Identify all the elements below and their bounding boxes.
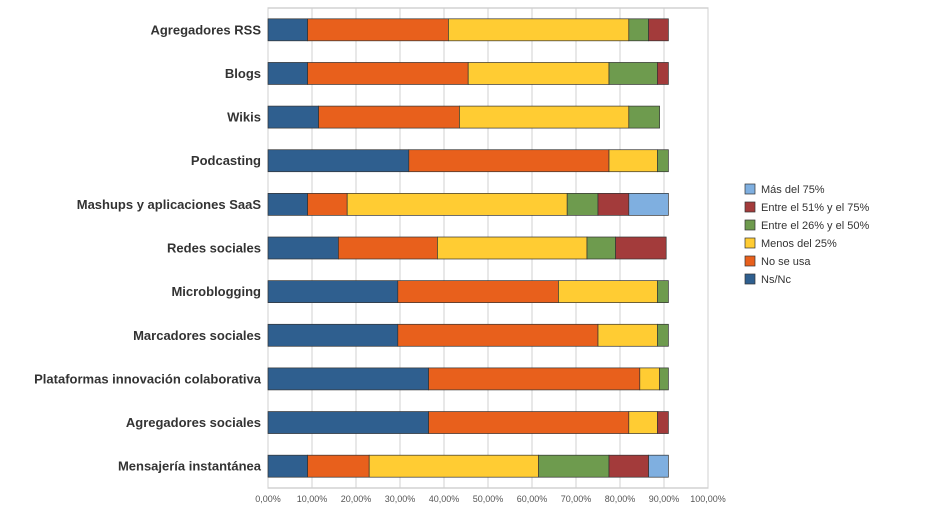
legend-label: Entre el 51% y el 75% xyxy=(761,202,869,214)
bar-segment xyxy=(608,454,649,478)
bar-segment xyxy=(566,193,599,216)
category-label: Plataformas innovación colaborativa xyxy=(34,371,262,386)
bar-segment xyxy=(267,280,399,303)
x-tick-label: 60,00% xyxy=(517,494,548,504)
legend-label: Menos del 25% xyxy=(761,238,837,250)
x-tick-label: 30,00% xyxy=(385,494,416,504)
x-tick-label: 100,00% xyxy=(690,494,726,504)
legend-label: Entre el 26% y el 50% xyxy=(761,220,869,232)
bar-segment xyxy=(267,411,429,434)
x-tick-label: 50,00% xyxy=(473,494,504,504)
bar-segment xyxy=(267,62,308,85)
bar-segment xyxy=(459,105,630,129)
bar-segment xyxy=(408,149,610,173)
x-tick-label: 80,00% xyxy=(605,494,636,504)
bar-segment xyxy=(597,193,630,216)
bar-segment xyxy=(628,411,658,434)
category-label: Wikis xyxy=(227,110,261,125)
bar-segment xyxy=(307,18,449,42)
legend-label: Más del 75% xyxy=(761,184,825,196)
bar-segment xyxy=(437,236,588,260)
bar-segment xyxy=(338,236,438,260)
bar-segment xyxy=(586,236,616,260)
category-label: Marcadores sociales xyxy=(133,328,261,343)
bar-segment xyxy=(267,454,308,478)
x-tick-label: 20,00% xyxy=(341,494,372,504)
bar-segment xyxy=(267,105,319,129)
legend-swatch xyxy=(744,273,756,285)
bar-segment xyxy=(639,367,660,391)
bar-segment xyxy=(657,62,669,85)
bar-segment xyxy=(318,105,460,129)
category-labels: Agregadores RSS Blogs Wikis Podcasting Mashu… xyxy=(34,22,262,473)
legend-label: Ns/Nc xyxy=(761,274,791,286)
bar-segment xyxy=(397,323,599,347)
bar-segment xyxy=(346,193,568,216)
bar-segment xyxy=(267,193,308,216)
bar-segment xyxy=(648,18,669,42)
legend-swatch xyxy=(744,237,756,249)
category-label: Microblogging xyxy=(171,284,261,299)
legend-label: No se usa xyxy=(761,256,811,268)
bar-segment xyxy=(368,454,539,478)
x-tick-label: 90,00% xyxy=(649,494,680,504)
bar-segment xyxy=(615,236,667,260)
bar-segment xyxy=(659,367,669,391)
category-label: Mensajería instantánea xyxy=(118,459,262,474)
bar-segment xyxy=(597,323,658,347)
bar-segment xyxy=(267,18,308,42)
bar-segment xyxy=(467,62,610,85)
category-label: Podcasting xyxy=(191,153,261,168)
bar-segment xyxy=(448,18,630,42)
legend-swatch xyxy=(744,201,756,213)
x-tick-label: 0,00% xyxy=(255,494,281,504)
category-label: Blogs xyxy=(225,66,261,81)
bar-segment xyxy=(657,280,669,303)
bar-segment xyxy=(628,105,660,129)
bar-segment xyxy=(267,149,410,173)
x-tick-label: 10,00% xyxy=(297,494,328,504)
bar-segment xyxy=(657,411,669,434)
bar-segment xyxy=(307,62,469,85)
bar-segment xyxy=(307,454,370,478)
legend-swatch xyxy=(744,219,756,231)
bars xyxy=(267,18,669,478)
category-label: Mashups y aplicaciones SaaS xyxy=(77,197,262,212)
x-tick-label: 70,00% xyxy=(561,494,592,504)
bar-segment xyxy=(628,18,649,42)
legend-swatch xyxy=(744,255,756,267)
category-label: Agregadores RSS xyxy=(150,22,261,37)
bar-segment xyxy=(657,149,669,173)
bar-segment xyxy=(657,323,669,347)
bar-segment xyxy=(428,411,630,434)
bar-segment xyxy=(267,367,429,391)
x-tick-label: 40,00% xyxy=(429,494,460,504)
bar-segment xyxy=(428,367,641,391)
bar-segment xyxy=(608,149,658,173)
bar-segment xyxy=(608,62,658,85)
bar-segment xyxy=(538,454,610,478)
bar-segment xyxy=(267,236,339,260)
legend: Más del 75% Entre el 51% y el 75% Entre el… xyxy=(744,183,869,286)
bar-segment xyxy=(267,323,399,347)
x-tick-labels: 0,00% 10,00% 20,00% 30,00% 40,00% 50,00% 60,00… xyxy=(255,494,726,504)
bar-segment xyxy=(307,193,348,216)
bar-segment xyxy=(558,280,658,303)
bar-segment xyxy=(397,280,559,303)
category-label: Redes sociales xyxy=(167,241,261,256)
legend-swatch xyxy=(744,183,756,195)
bar-segment xyxy=(628,193,669,216)
bar-segment xyxy=(648,454,669,478)
category-label: Agregadores sociales xyxy=(126,415,261,430)
